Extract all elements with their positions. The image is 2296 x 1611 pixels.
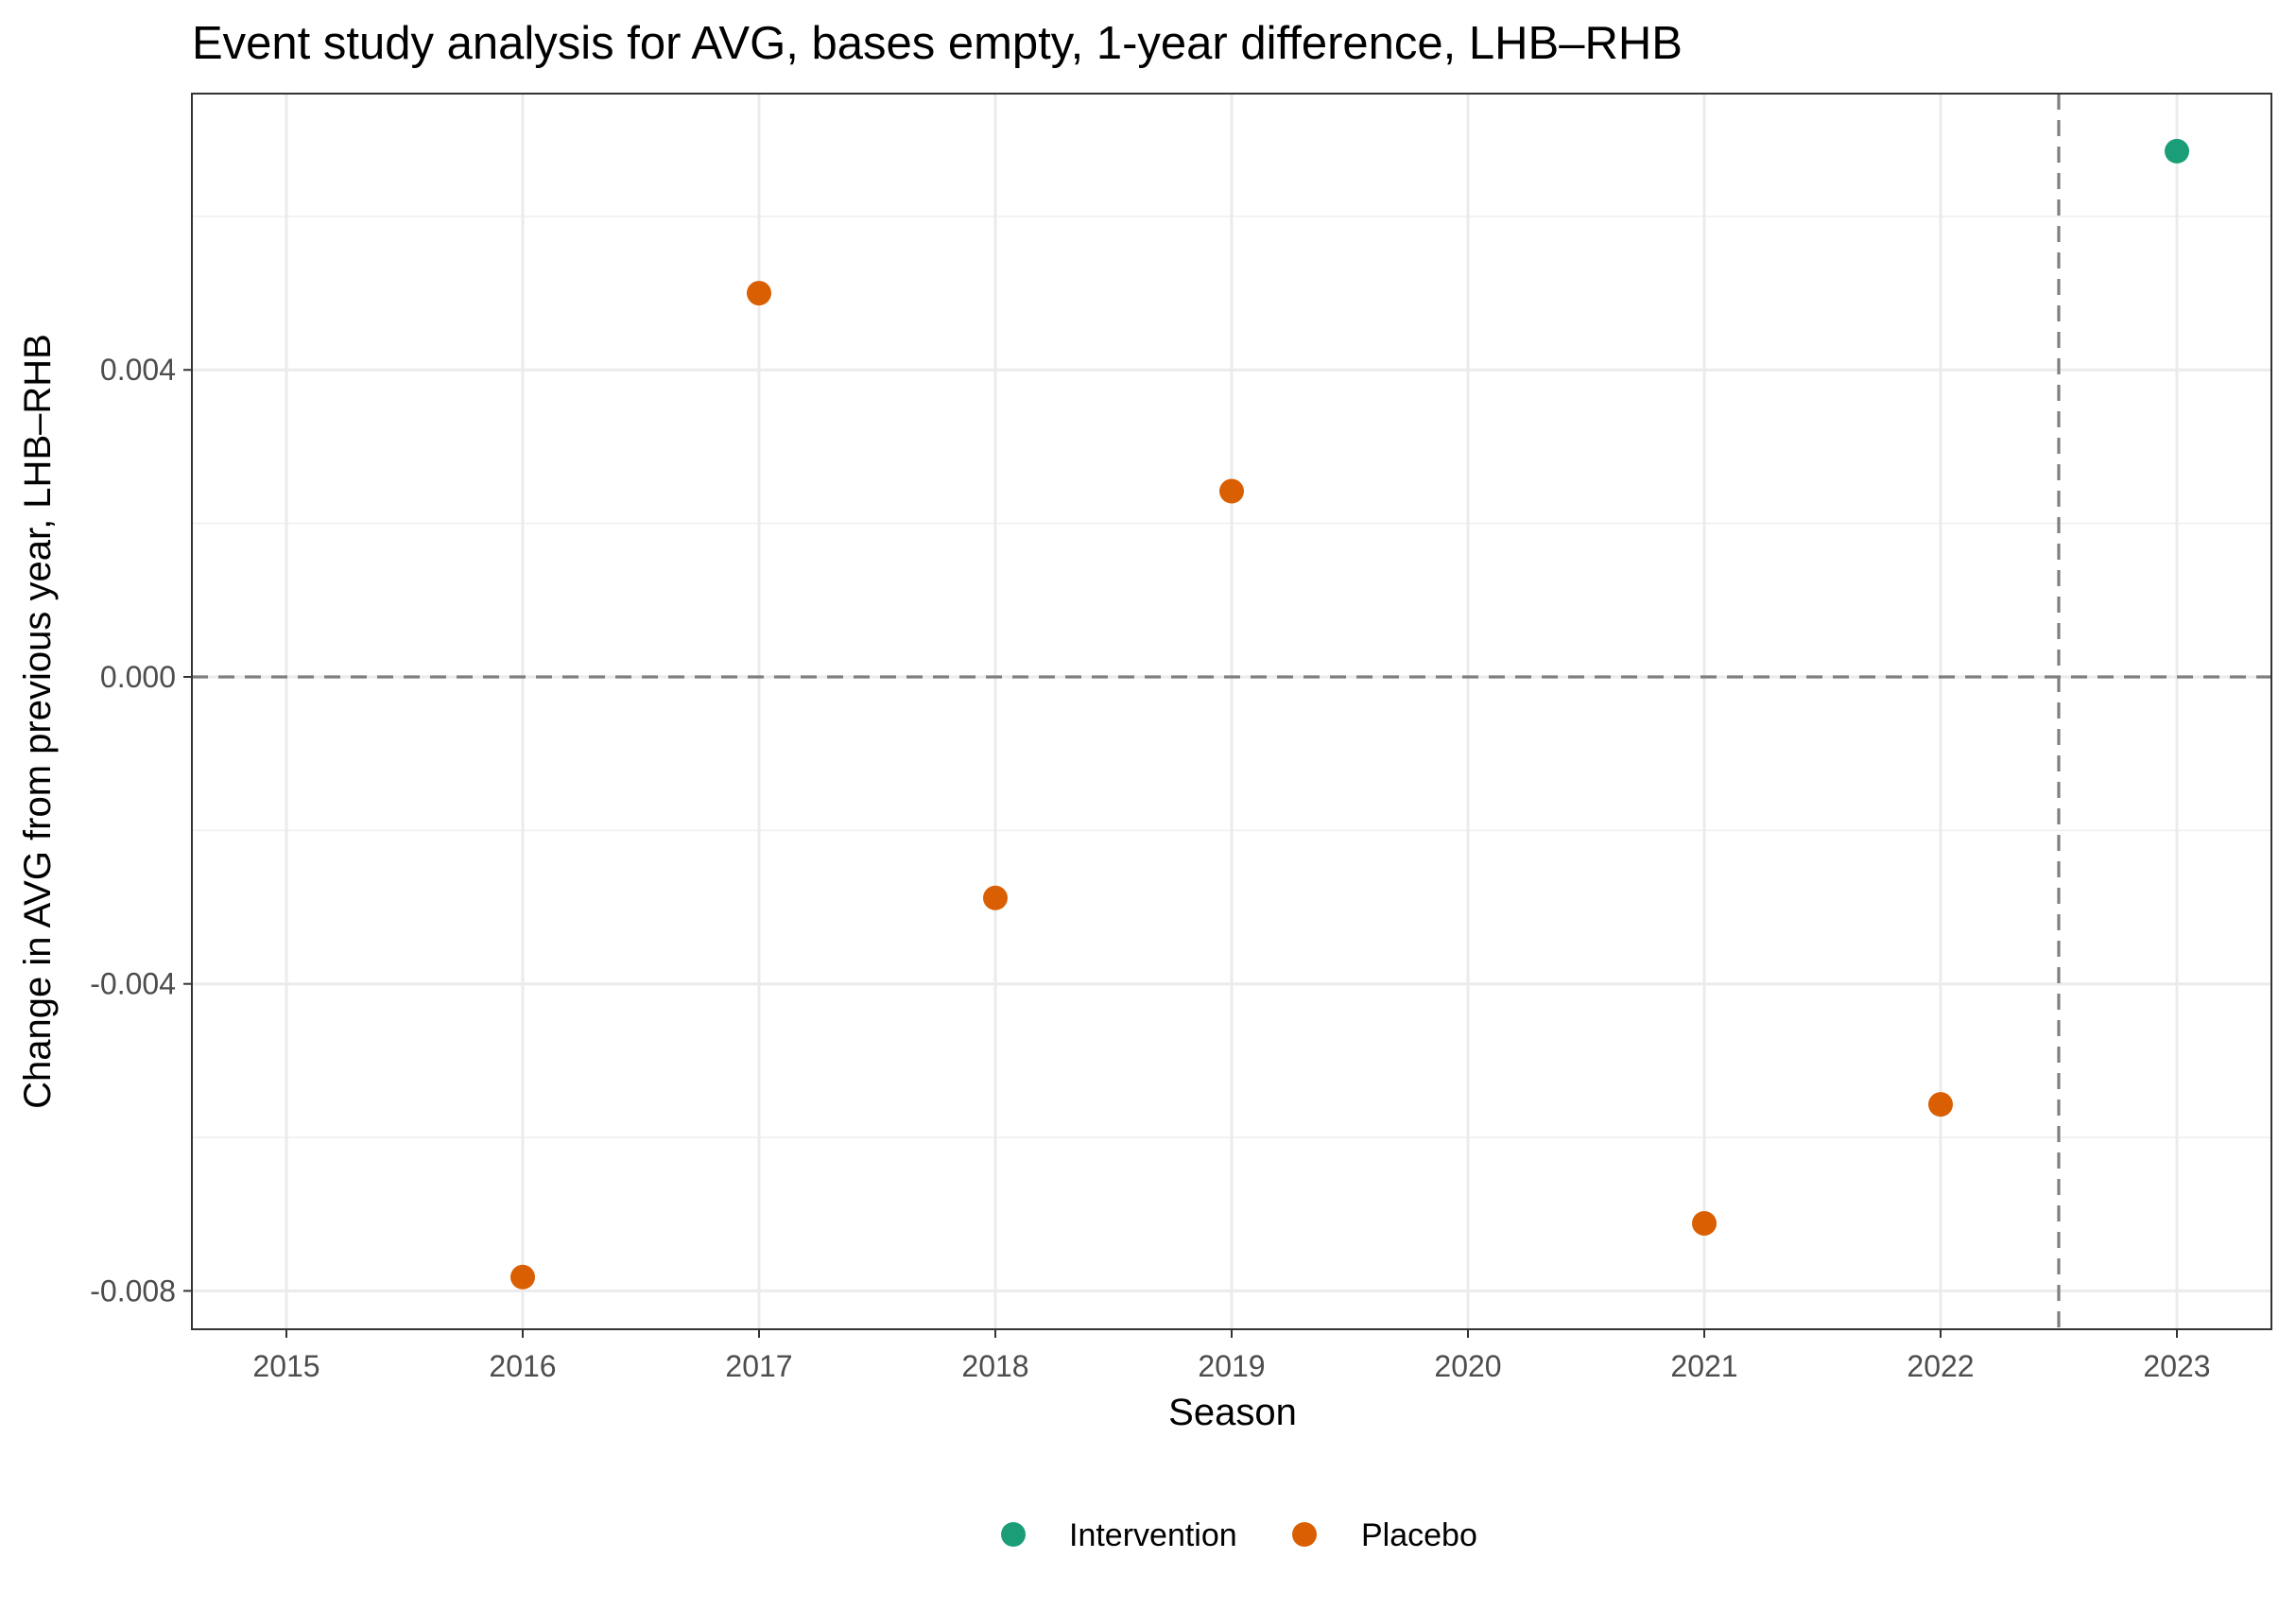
placebo-point-2017 <box>747 281 771 306</box>
y-tick-label: -0.004 <box>90 967 176 1001</box>
legend-key-placebo <box>1292 1522 1317 1547</box>
legend: Intervention Placebo <box>1001 1517 1477 1553</box>
legend-label-placebo: Placebo <box>1361 1517 1477 1553</box>
data-points <box>510 138 2189 1290</box>
chart-title: Event study analysis for AVG, bases empt… <box>192 18 1683 69</box>
x-tick-label: 2019 <box>1198 1349 1265 1383</box>
placebo-point-2016 <box>510 1264 535 1290</box>
placebo-point-2019 <box>1219 478 1244 504</box>
legend-key-intervention <box>1001 1522 1026 1547</box>
x-tick-label: 2015 <box>252 1349 319 1383</box>
placebo-point-2021 <box>1692 1210 1717 1236</box>
x-tick-label: 2020 <box>1434 1349 1501 1383</box>
x-tick-label: 2016 <box>489 1349 556 1383</box>
intervention-point-2023 <box>2165 138 2189 164</box>
x-tick-label: 2021 <box>1670 1349 1737 1383</box>
x-tick-label: 2018 <box>961 1349 1028 1383</box>
y-tick-label: 0.004 <box>100 353 176 387</box>
x-tick-label: 2023 <box>2143 1349 2210 1383</box>
reference-lines <box>192 94 2271 1329</box>
x-tick-label: 2017 <box>725 1349 792 1383</box>
placebo-point-2022 <box>1928 1092 1953 1117</box>
y-axis-ticks: -0.008 -0.004 0.000 0.004 <box>90 353 192 1308</box>
y-axis-title: Change in AVG from previous year, LHB–RH… <box>17 334 59 1109</box>
x-axis-ticks: 2015 2016 2017 2018 2019 2020 2021 2022 2023 <box>252 1329 2211 1383</box>
x-tick-label: 2022 <box>1907 1349 1974 1383</box>
placebo-point-2018 <box>983 885 1008 910</box>
legend-label-intervention: Intervention <box>1069 1517 1237 1553</box>
y-tick-label: -0.008 <box>90 1273 176 1308</box>
x-axis-title: Season <box>1168 1392 1297 1433</box>
y-tick-label: 0.000 <box>100 660 176 694</box>
